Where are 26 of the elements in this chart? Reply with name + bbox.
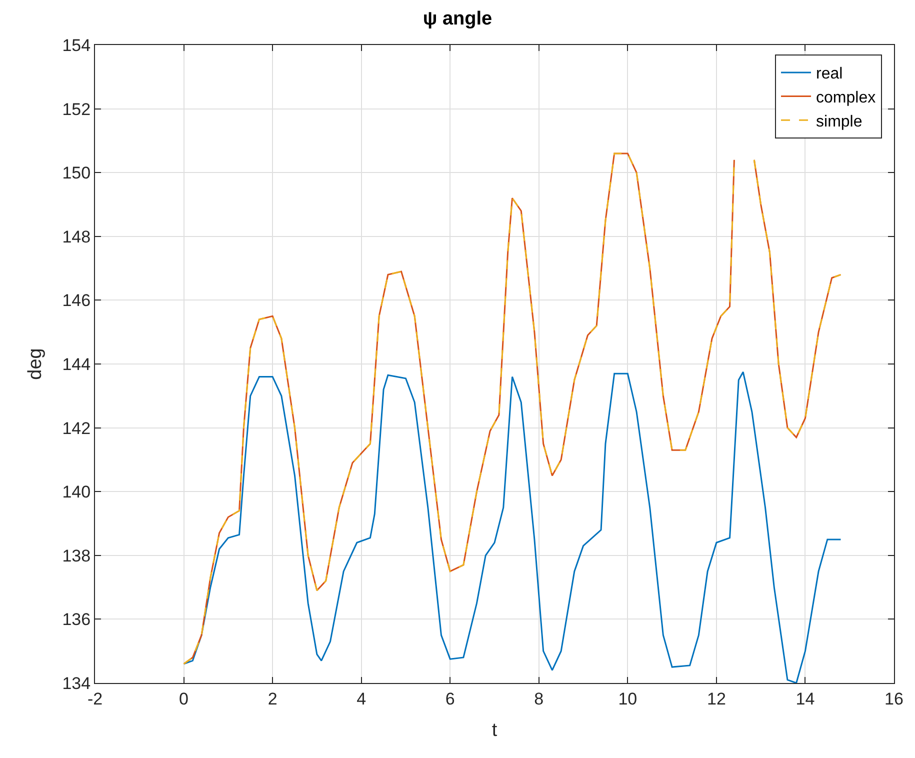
legend-label: complex (816, 90, 876, 107)
chart-title: ψ angle (422, 8, 492, 30)
x-tick-label: 14 (796, 689, 815, 708)
legend-label: simple (816, 113, 862, 130)
x-tick-label: 6 (445, 689, 455, 708)
y-axis-title: deg (25, 348, 46, 380)
x-tick-label: 8 (534, 689, 544, 708)
y-tick-label: 148 (62, 227, 91, 246)
x-tick-label: 10 (618, 689, 638, 708)
y-tick-label: 144 (62, 354, 91, 374)
y-tick-label: 152 (62, 100, 91, 119)
x-axis-title: t (492, 720, 498, 742)
x-tick-label: 0 (179, 689, 189, 708)
legend-label: real (816, 66, 843, 83)
x-tick-label: 16 (884, 689, 904, 708)
y-tick-label: 138 (62, 546, 91, 566)
line-series (183, 371, 842, 683)
y-tick-label: 150 (62, 164, 91, 183)
x-tick-label: 12 (706, 689, 726, 708)
y-tick-label: 154 (62, 36, 91, 55)
y-tick-label: 136 (62, 610, 91, 630)
x-tick-label: 4 (356, 689, 366, 708)
y-tick-label: 142 (62, 418, 91, 438)
y-tick-label: 146 (62, 291, 91, 310)
x-tick-label: 2 (268, 689, 278, 708)
y-tick-label: 140 (62, 482, 91, 502)
